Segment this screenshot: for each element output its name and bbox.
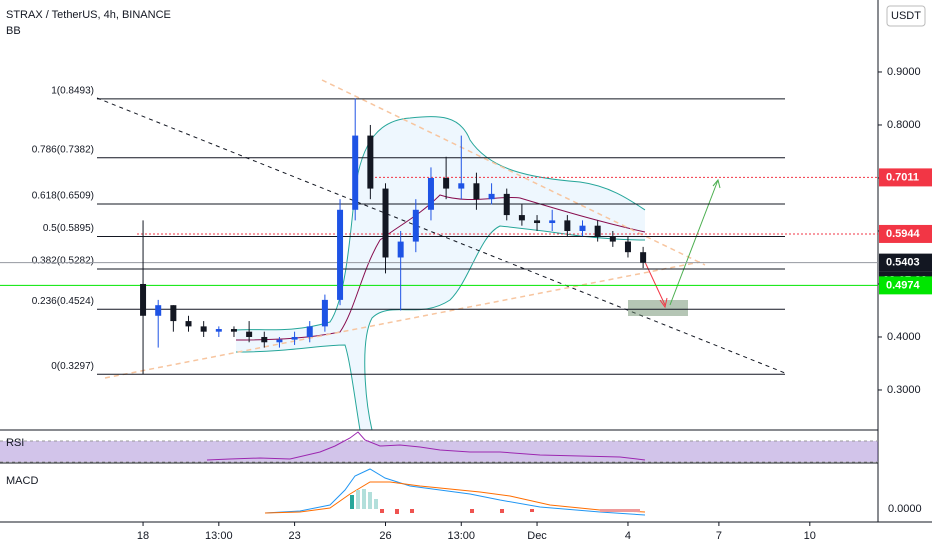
candle-body (306, 326, 313, 337)
rsi-band (0, 441, 878, 462)
candle-body (458, 183, 465, 189)
y-tick-label: 0.9000 (887, 66, 921, 78)
y-tick-label: 0.3000 (887, 384, 921, 396)
signal-line (264, 481, 646, 514)
candle-body (549, 220, 556, 224)
currency-box[interactable] (886, 5, 926, 27)
price-label: 0.7011 (886, 171, 919, 183)
price-label-box (879, 253, 932, 272)
rsi-line (206, 431, 646, 461)
candle-body (140, 283, 147, 316)
candle-body (321, 299, 328, 327)
x-tick-label: 26 (379, 530, 391, 542)
price-label-box (879, 276, 932, 295)
price-label: 0.5944 (886, 228, 921, 240)
price-label: 0.4974 (886, 279, 921, 291)
candle-body (382, 188, 389, 258)
candle-body (155, 305, 162, 316)
candle-body (397, 241, 404, 258)
target-box (628, 300, 688, 316)
candle-body (170, 305, 177, 322)
pane-label: RSI (6, 437, 24, 449)
candle-body (291, 336, 298, 340)
arrow-head (712, 178, 721, 189)
x-tick-label: 23 (288, 530, 300, 542)
x-tick-label: 13:00 (448, 530, 476, 542)
candle-body (488, 193, 495, 200)
candle-body (337, 209, 344, 300)
fib-label: 0.382(0.5282) (32, 256, 94, 267)
arrow-head (659, 297, 668, 309)
candle-body (215, 329, 222, 332)
macd-histogram (350, 489, 640, 514)
candle-body (427, 177, 434, 210)
indicator-label: BB (6, 25, 21, 37)
candle-body (473, 183, 480, 200)
candle-body (579, 225, 586, 231)
chart-title: STRAX / TetherUS, 4h, BINANCE (6, 9, 171, 21)
candle-body (276, 339, 283, 343)
candle-body (443, 177, 450, 189)
bb-fill (236, 116, 645, 430)
candle-body (518, 215, 525, 221)
trend-line (96, 97, 786, 374)
candle-body (564, 220, 571, 231)
x-tick-label: 7 (716, 530, 722, 542)
x-tick-label: 13:00 (205, 530, 233, 542)
price-label-box (879, 168, 932, 187)
x-tick-label: 18 (137, 530, 149, 542)
candle-body (367, 135, 374, 189)
candle-body (352, 135, 359, 210)
x-tick-label: 4 (625, 530, 631, 542)
candle-body (246, 331, 253, 337)
fib-label: 0.618(0.6509) (32, 191, 94, 202)
macd-line (264, 468, 646, 516)
candle-body (261, 336, 268, 343)
arrow-up (669, 179, 719, 306)
candle-body (185, 321, 192, 327)
candle-body (230, 329, 237, 332)
fib-label: 0(0.3297) (51, 361, 94, 372)
trend-line (104, 261, 701, 379)
y-tick-label: 0.0000 (888, 503, 922, 515)
y-tick-label: 0.8000 (887, 119, 921, 131)
fib-label: 1(0.8493) (51, 85, 94, 96)
candle-body (624, 241, 631, 253)
x-tick-label: Dec (527, 530, 547, 542)
price-label-box (879, 224, 932, 243)
currency-label: USDT (891, 10, 921, 22)
price-label: 0.5403 (886, 257, 920, 269)
candle-body (412, 209, 419, 242)
fib-label: 0.236(0.4524) (32, 296, 94, 307)
fib-label: 0.5(0.5895) (43, 223, 94, 234)
candle-body (200, 326, 207, 332)
pane-label: MACD (6, 475, 38, 487)
bb-upper (235, 116, 646, 331)
candle-body (640, 252, 647, 263)
x-tick-label: 10 (804, 530, 816, 542)
fib-label: 0.786(0.7382) (32, 144, 94, 155)
candle-body (503, 193, 510, 216)
y-tick-label: 0.4000 (887, 331, 921, 343)
candle-body (534, 220, 541, 224)
candle-body (609, 236, 616, 242)
candle-body (594, 225, 601, 237)
